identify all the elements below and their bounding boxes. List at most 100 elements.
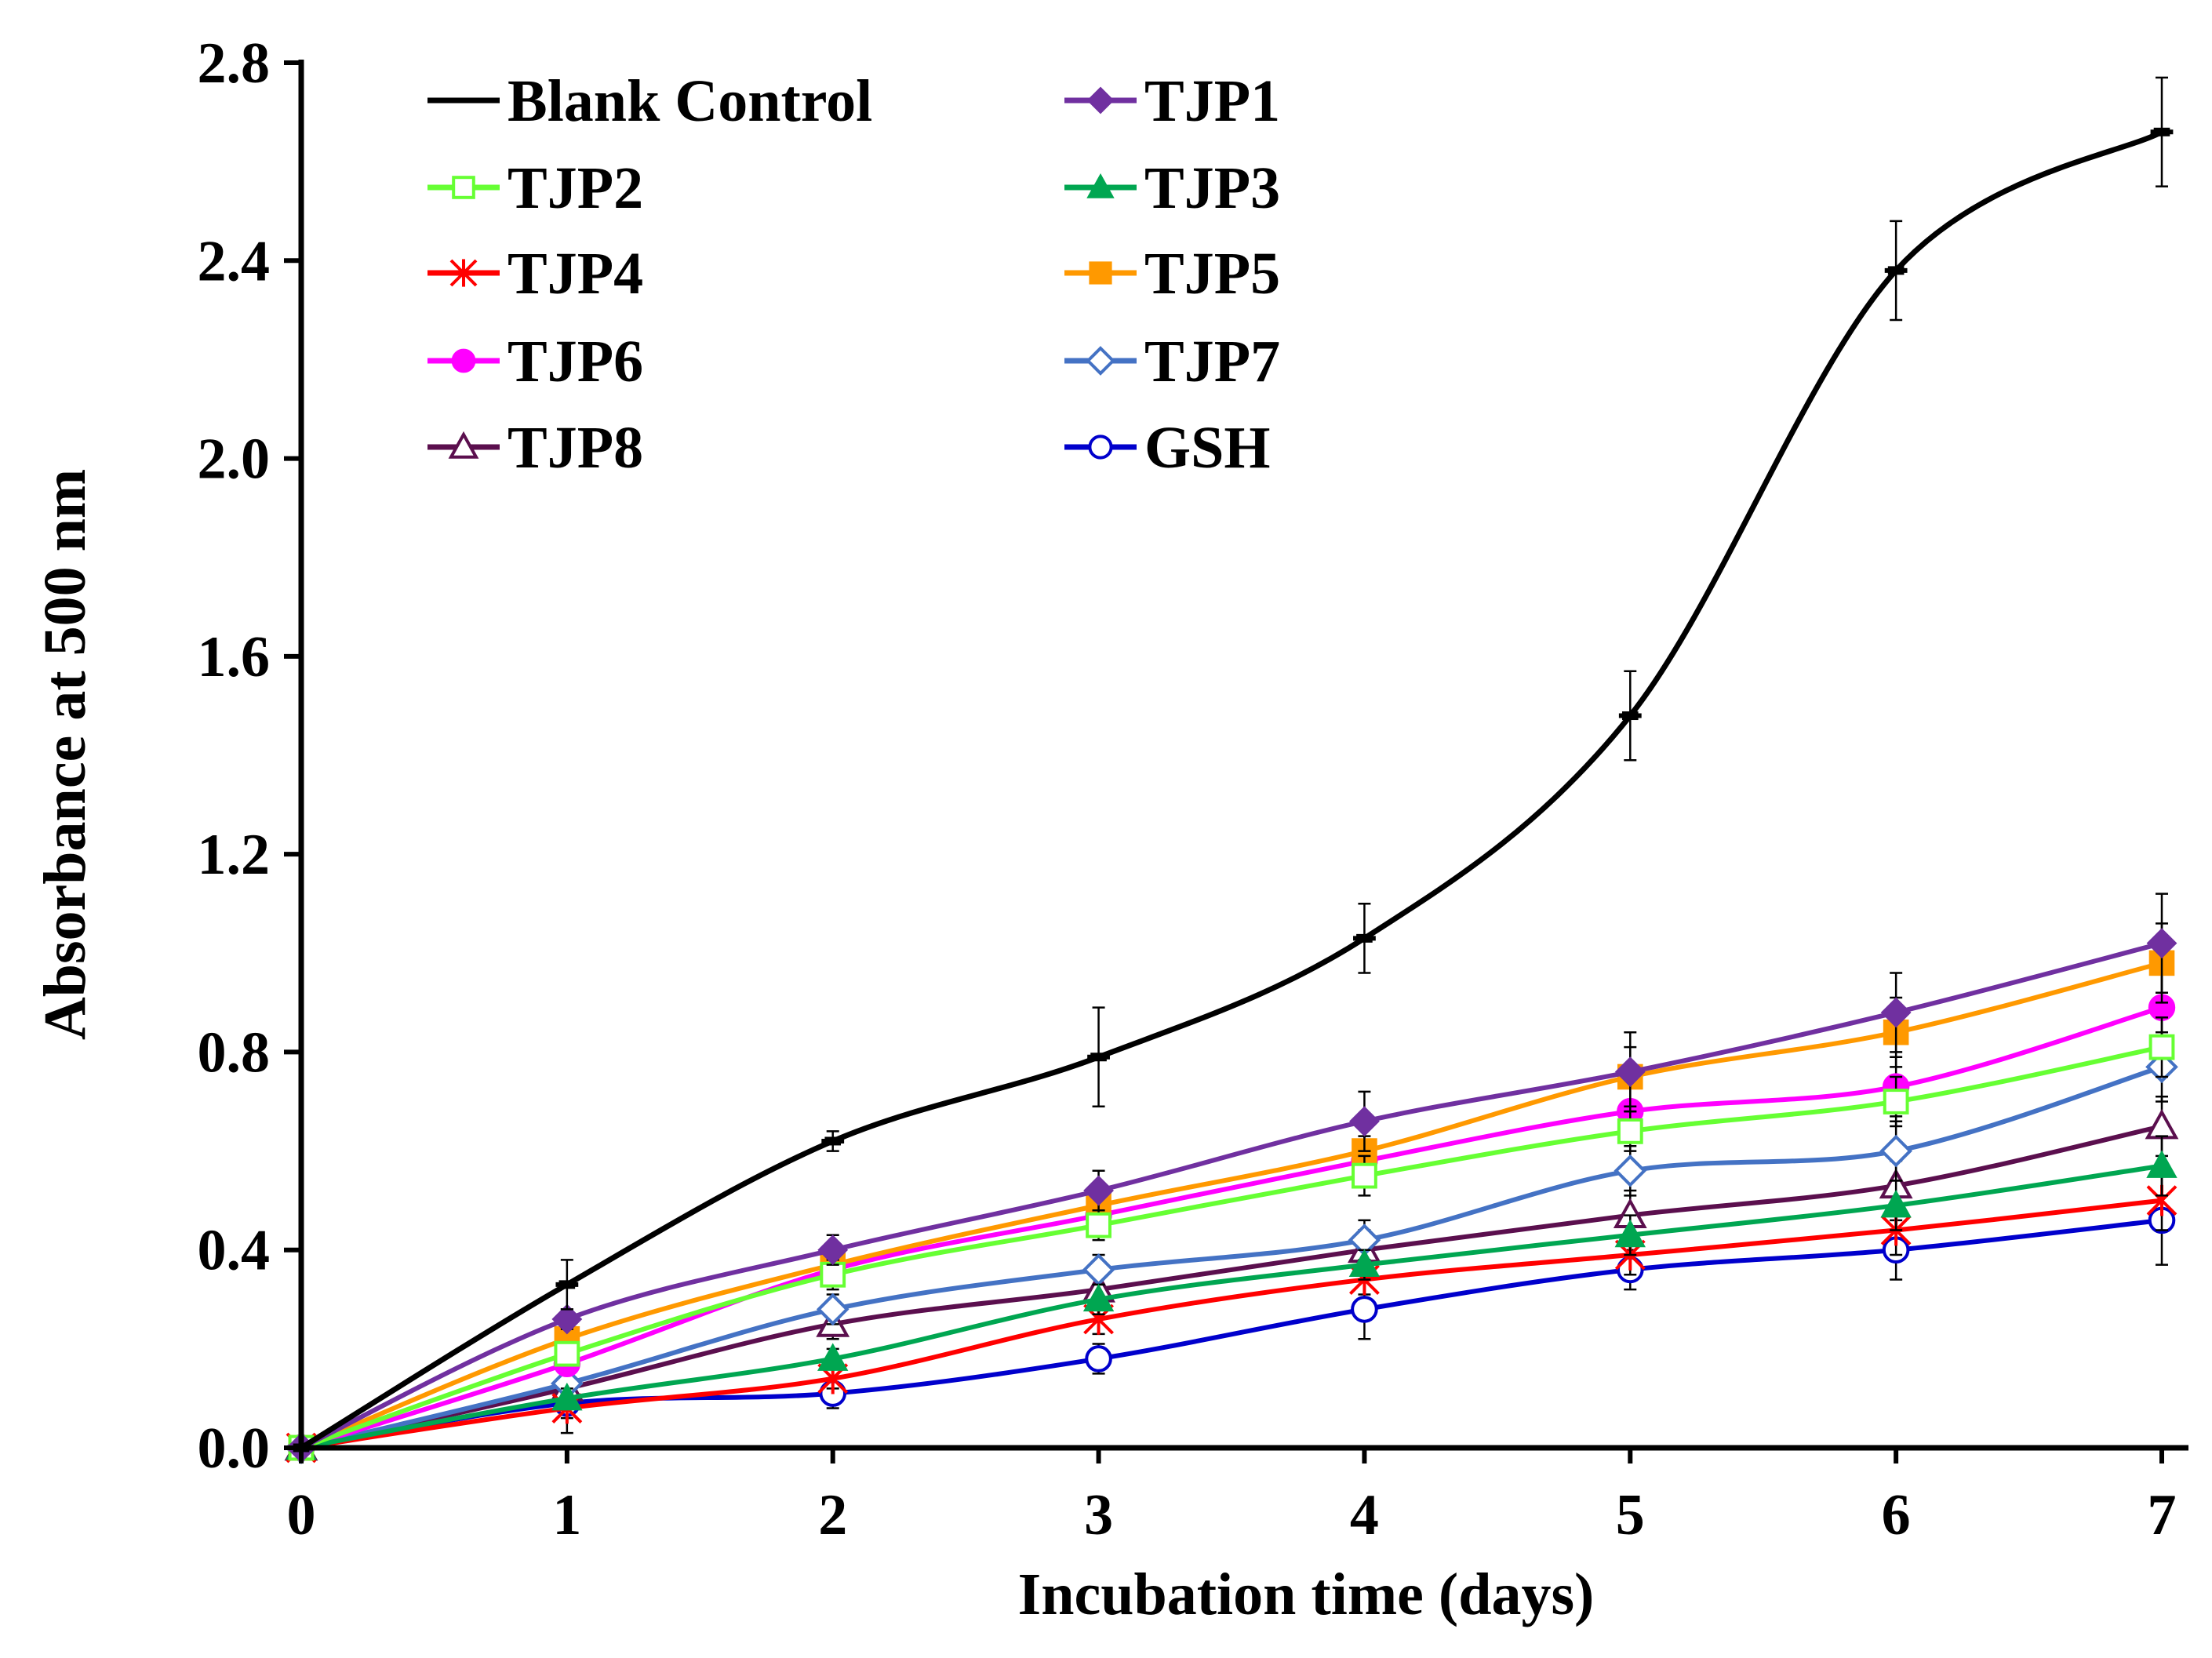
legend-item-tjp2: TJP2 <box>427 155 643 221</box>
legend-label: Blank Control <box>508 68 872 134</box>
data-point <box>1352 1162 1377 1189</box>
data-point <box>1614 1219 1646 1248</box>
y-tick-label: 2.8 <box>198 31 271 96</box>
series-line <box>300 940 2163 1450</box>
legend-item-tjp6: TJP6 <box>427 329 643 395</box>
data-point <box>1618 711 1642 721</box>
legend: Blank Control TJP1 TJP2 TJP3 TJP4 TJP5 TJP6 TJP… <box>427 68 1280 481</box>
y-tick-label: 0.4 <box>198 1219 271 1283</box>
legend-swatch-marker <box>1088 434 1113 460</box>
data-point <box>1879 1134 1912 1168</box>
data-point <box>1884 266 1908 275</box>
data-point <box>2148 1034 2175 1060</box>
series-line <box>300 1217 2163 1450</box>
data-point <box>2146 1150 2177 1178</box>
legend-swatch-marker <box>1089 261 1112 285</box>
legend-label: TJP1 <box>1144 68 1280 134</box>
data-point <box>1614 1056 1646 1088</box>
data-point <box>821 1136 845 1146</box>
x-tick-label: 4 <box>1350 1483 1379 1547</box>
x-tick-label: 1 <box>552 1483 581 1547</box>
legend-label: TJP3 <box>1144 155 1280 221</box>
data-point <box>817 1234 849 1266</box>
legend-item-tjp1: TJP1 <box>1064 68 1280 134</box>
data-point <box>1087 1053 1110 1062</box>
series-line <box>300 1045 2163 1450</box>
legend-label: TJP5 <box>1144 241 1280 307</box>
data-point <box>820 1261 846 1288</box>
legend-swatch-marker <box>1086 346 1115 376</box>
data-point <box>1351 1296 1378 1323</box>
data-point <box>1082 1283 1115 1312</box>
legend-label: GSH <box>1144 415 1271 481</box>
y-tick-label: 0.0 <box>198 1416 271 1481</box>
series-layer <box>284 76 2179 1464</box>
data-point <box>1082 1253 1115 1286</box>
legend-swatch-marker <box>451 348 476 373</box>
data-point <box>551 1303 583 1335</box>
legend-label: TJP7 <box>1144 329 1280 395</box>
data-point <box>2150 127 2174 136</box>
legend-item-tjp4: TJP4 <box>427 241 643 307</box>
legend-label: TJP2 <box>508 155 643 221</box>
x-axis-title: Incubation time (days) <box>1018 1562 1595 1627</box>
data-point <box>2145 1108 2179 1140</box>
y-tick-label: 1.6 <box>198 625 271 689</box>
data-point <box>817 1343 849 1371</box>
data-point <box>1880 997 1912 1028</box>
legend-label: TJP8 <box>508 415 643 481</box>
data-point <box>2146 928 2177 959</box>
data-point <box>1349 1106 1380 1137</box>
data-point <box>1353 933 1376 943</box>
series-line <box>300 1198 2163 1450</box>
axes-layer <box>298 60 2188 1451</box>
legend-item-blank-control: Blank Control <box>427 68 872 134</box>
legend-swatch-marker <box>448 431 479 459</box>
series-tjp1 <box>286 893 2177 1463</box>
legend-swatch-marker <box>449 259 478 287</box>
y-tick-label: 0.8 <box>198 1020 271 1085</box>
legend-item-tjp5: TJP5 <box>1064 241 1280 307</box>
series-line <box>300 129 2163 1450</box>
y-tick-label: 2.4 <box>198 229 271 293</box>
data-point <box>555 1280 579 1289</box>
x-tick-label: 7 <box>2148 1483 2177 1547</box>
legend-swatch-marker <box>1086 86 1115 115</box>
data-point <box>1086 1212 1111 1238</box>
data-point <box>1085 1345 1112 1373</box>
legend-swatch-marker <box>1086 173 1115 198</box>
data-point <box>1348 1249 1381 1278</box>
y-tick-label: 1.2 <box>198 823 271 887</box>
series-tjp3 <box>286 1135 2177 1460</box>
series-line <box>300 1163 2163 1450</box>
series-line <box>300 960 2163 1450</box>
data-point <box>551 1382 583 1411</box>
x-tick-label: 5 <box>1616 1483 1645 1547</box>
legend-label: TJP4 <box>508 241 643 307</box>
data-point <box>1083 1175 1114 1206</box>
legend-label: TJP6 <box>508 329 643 395</box>
x-tick-label: 2 <box>818 1483 847 1547</box>
y-axis-title: Absorbance at 500 nm <box>32 469 98 1040</box>
legend-item-tjp8: TJP8 <box>427 415 643 481</box>
data-point <box>1617 1118 1643 1144</box>
x-tick-label: 0 <box>287 1483 316 1547</box>
data-point <box>1880 1189 1912 1218</box>
x-tick-label: 3 <box>1084 1483 1113 1547</box>
x-tick-label: 6 <box>1882 1483 1911 1547</box>
series-line <box>300 1064 2163 1450</box>
ticks-layer: 0.0 0.4 0.8 1.2 1.6 2.0 2.4 2.8 0 1 2 3 4 5 6 7 <box>198 31 2177 1547</box>
data-point <box>554 1340 580 1367</box>
legend-item-tjp7: TJP7 <box>1064 329 1280 395</box>
series-line <box>300 1124 2163 1450</box>
legend-swatch-marker <box>452 176 475 199</box>
data-point <box>1614 1154 1647 1187</box>
data-point <box>816 1293 850 1326</box>
series-line <box>300 1005 2163 1450</box>
data-point <box>1883 1089 1909 1114</box>
y-tick-label: 2.0 <box>198 427 271 492</box>
legend-item-tjp3: TJP3 <box>1064 155 1280 221</box>
legend-item-gsh: GSH <box>1064 415 1271 481</box>
